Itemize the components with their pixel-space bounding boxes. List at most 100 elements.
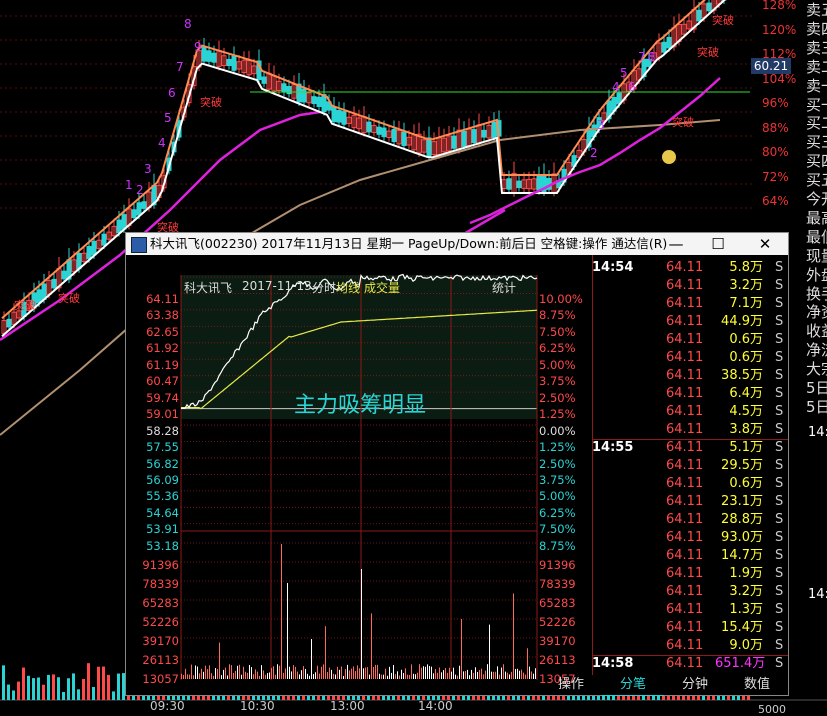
wave-label: 4 bbox=[612, 80, 620, 94]
tick-volume: 3.2万 bbox=[729, 278, 763, 293]
pct-tick: 6.25% bbox=[539, 341, 576, 356]
tab-values[interactable]: 数值 bbox=[743, 677, 770, 692]
tick-price: 64.11 bbox=[666, 332, 704, 347]
pct-tick: 112% bbox=[762, 47, 797, 61]
pct-tick: 96% bbox=[762, 96, 789, 110]
tick-row[interactable]: 64.11 0.6万 S bbox=[592, 475, 788, 493]
app-icon bbox=[131, 237, 147, 253]
price-tick: 54.64 bbox=[146, 505, 179, 520]
intraday-chart-pane[interactable]: 科大讯飞 2017-11-13 分时 均线 成交量 统计 64.11 63.38 6… bbox=[126, 255, 592, 713]
tick-row[interactable]: 64.11 14.7万 S bbox=[592, 547, 788, 565]
current-price-tag: 60.21 bbox=[751, 58, 791, 74]
volume-tick: 26113 bbox=[142, 653, 179, 667]
intraday-chart[interactable] bbox=[126, 255, 592, 695]
close-button[interactable]: ✕ bbox=[758, 235, 772, 253]
price-tick: 53.91 bbox=[146, 522, 179, 537]
tick-divider bbox=[592, 255, 593, 675]
price-tick: 59.01 bbox=[146, 407, 179, 422]
volume-tick-right: 91396 bbox=[539, 558, 576, 572]
tick-row[interactable]: 64.11 9.0万 S bbox=[592, 637, 788, 655]
tick-side: S bbox=[775, 296, 784, 311]
price-tick: 56.09 bbox=[146, 472, 179, 487]
tick-price: 64.11 bbox=[666, 620, 704, 635]
quote-label: 现量 bbox=[806, 246, 827, 265]
dialog-titlebar[interactable]: 科大讯飞(002230) 2017年11月13日 星期一 PageUp/Down… bbox=[126, 233, 788, 255]
money-bag-icon[interactable] bbox=[662, 150, 676, 164]
tick-side: S bbox=[775, 260, 784, 275]
stats-button[interactable]: 统计 bbox=[492, 281, 517, 295]
price-tick: 60.47 bbox=[146, 374, 179, 389]
tick-row[interactable]: 64.11 3.8万 S bbox=[592, 421, 788, 439]
tick-volume: 1.3万 bbox=[729, 602, 763, 617]
volume-tick: 13057 bbox=[142, 672, 179, 686]
chart-type: 分时 bbox=[312, 281, 337, 295]
tick-price: 64.11 bbox=[666, 458, 704, 473]
quote-label: 5日 bbox=[806, 397, 827, 416]
tab-ticks[interactable]: 分笔 bbox=[602, 675, 664, 696]
tick-row[interactable]: 14:54 64.11 5.8万 S bbox=[592, 259, 788, 277]
quote-label: 净流 bbox=[806, 341, 827, 360]
quote-label: 最高 bbox=[806, 208, 827, 227]
tick-row[interactable]: 14:58 64.11 651.4万 S bbox=[592, 655, 788, 673]
tick-row[interactable]: 64.11 1.3万 S bbox=[592, 601, 788, 619]
tab-operation[interactable]: 操作 bbox=[557, 677, 584, 692]
tick-row[interactable]: 64.11 6.4万 S bbox=[592, 385, 788, 403]
pct-tick: 128% bbox=[762, 0, 797, 12]
tick-volume: 44.9万 bbox=[721, 314, 763, 329]
breakout-label: 突破 bbox=[14, 299, 36, 312]
volume-axis-label: 5000 bbox=[758, 703, 786, 716]
price-tick: 63.38 bbox=[146, 308, 179, 323]
volume-tick-right: 13057 bbox=[539, 672, 576, 686]
tick-row[interactable]: 64.11 44.9万 S bbox=[592, 313, 788, 331]
tick-row[interactable]: 64.11 0.6万 S bbox=[592, 349, 788, 367]
wave-label: 3 bbox=[597, 118, 605, 132]
tick-volume: 5.1万 bbox=[729, 440, 763, 455]
tick-side: S bbox=[775, 566, 784, 581]
quote-label: 卖三 bbox=[806, 38, 827, 57]
pct-tick: 64% bbox=[762, 194, 789, 208]
stock-name: 科大讯飞 bbox=[184, 281, 233, 295]
tick-row[interactable]: 64.11 38.5万 S bbox=[592, 367, 788, 385]
tick-price: 64.11 bbox=[666, 422, 704, 437]
maximize-button[interactable]: ☐ bbox=[711, 235, 725, 253]
tick-volume: 3.8万 bbox=[729, 422, 763, 437]
pct-tick: 7.50% bbox=[539, 522, 576, 537]
wave-label: 1 bbox=[125, 178, 133, 192]
avg-line-legend: 均线 bbox=[336, 281, 361, 295]
tick-row[interactable]: 64.11 0.6万 S bbox=[592, 331, 788, 349]
tick-row[interactable]: 64.11 1.9万 S bbox=[592, 565, 788, 583]
tick-time: 14:54 bbox=[592, 260, 634, 275]
minimize-button[interactable]: — bbox=[668, 235, 684, 253]
breakout-label: 突破 bbox=[58, 292, 80, 305]
quote-label: 卖四 bbox=[806, 19, 827, 38]
tick-row[interactable]: 64.11 7.1万 S bbox=[592, 295, 788, 313]
tick-price: 64.11 bbox=[666, 602, 704, 617]
volume-tick: 65283 bbox=[142, 596, 179, 610]
time-tick: 09:30 bbox=[150, 699, 185, 713]
price-tick: 57.55 bbox=[146, 440, 179, 455]
tick-row[interactable]: 14:55 64.11 5.1万 S bbox=[592, 439, 788, 457]
tick-volume: 6.4万 bbox=[729, 386, 763, 401]
tick-volume: 93.0万 bbox=[721, 530, 763, 545]
pct-tick: 3.75% bbox=[539, 374, 576, 389]
tick-price: 64.11 bbox=[666, 386, 704, 401]
tab-minutes[interactable]: 分钟 bbox=[681, 677, 708, 692]
quote-panel-labels: 卖五卖四卖三卖二卖一买一买二买三买四买五今开最高最低现量外盘换手净资收益净流大宗… bbox=[790, 0, 827, 716]
time-tick: 13:00 bbox=[330, 699, 365, 713]
tick-row[interactable]: 64.11 3.2万 S bbox=[592, 277, 788, 295]
tick-side: S bbox=[775, 602, 784, 617]
volume-legend: 成交量 bbox=[364, 281, 401, 295]
tick-row[interactable]: 64.11 3.2万 S bbox=[592, 583, 788, 601]
tick-price: 64.11 bbox=[666, 260, 704, 275]
tick-row[interactable]: 64.11 29.5万 S bbox=[592, 457, 788, 475]
tick-price: 64.11 bbox=[666, 296, 704, 311]
tick-side: S bbox=[775, 422, 784, 437]
tick-list[interactable]: 14:54 64.11 5.8万 S 64.11 3.2万 S 64.11 7.1万 S 64.11… bbox=[592, 255, 788, 675]
tick-row[interactable]: 64.11 23.1万 S bbox=[592, 493, 788, 511]
tick-row[interactable]: 64.11 93.0万 S bbox=[592, 529, 788, 547]
tick-side: S bbox=[775, 314, 784, 329]
tick-row[interactable]: 64.11 28.8万 S bbox=[592, 511, 788, 529]
tick-row[interactable]: 64.11 4.5万 S bbox=[592, 403, 788, 421]
tick-price: 64.11 bbox=[666, 314, 704, 329]
tick-row[interactable]: 64.11 15.4万 S bbox=[592, 619, 788, 637]
